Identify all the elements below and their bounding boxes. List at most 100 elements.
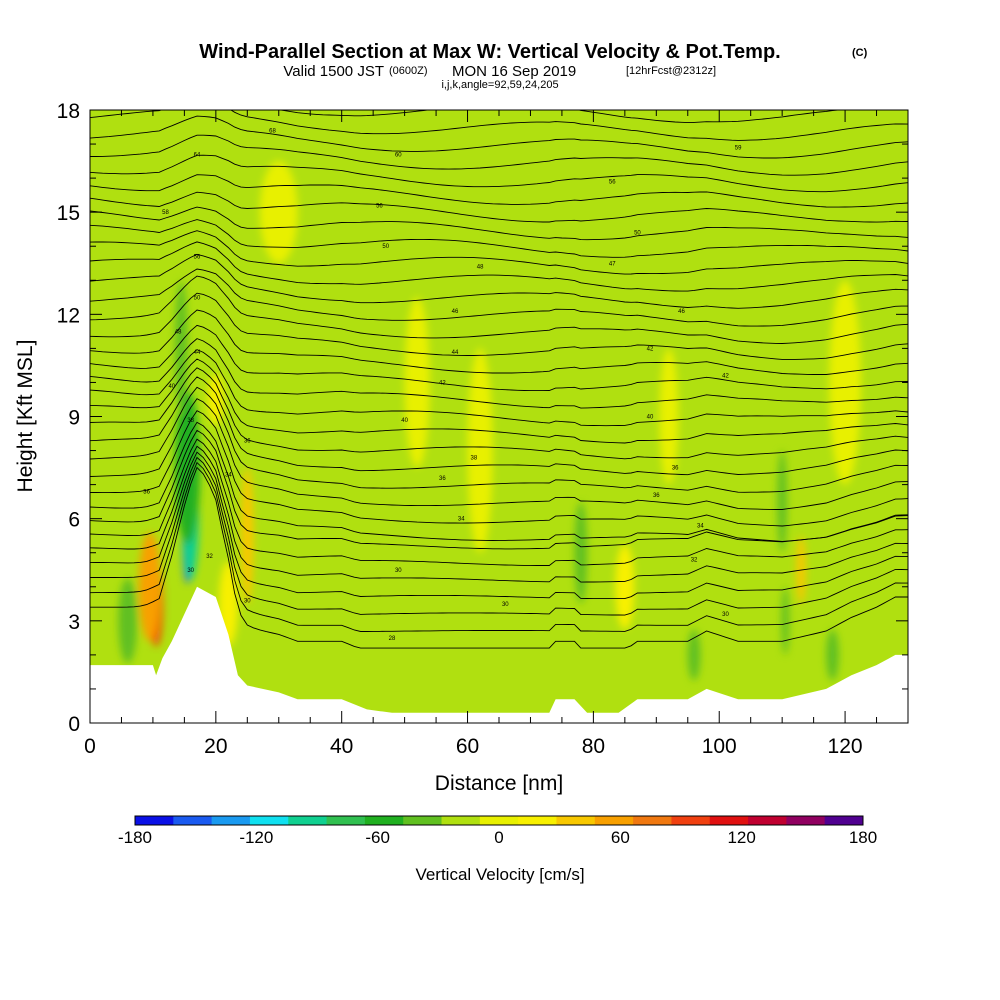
theta-contour-line [90,324,908,392]
theta-contour-line [90,292,908,360]
theta-contour-line [90,115,908,159]
theta-contour-line [90,230,908,275]
y-tick-label: 6 [68,509,80,532]
contour-label: 48 [477,265,484,271]
colorbar-tick-label: 0 [494,828,503,847]
contour-label: 56 [376,203,383,209]
x-tick-label: 60 [456,735,479,758]
colorbar-title: Vertical Velocity [cm/s] [415,865,584,884]
colorbar-swatch [748,816,787,825]
y-tick-label: 0 [68,713,80,736]
contour-label: 34 [697,523,704,529]
theta-contour-line [90,134,908,176]
velocity-cell [615,544,635,630]
subtitle-valid: Valid 1500 JST [283,63,384,80]
contour-label: 30 [395,568,402,574]
contour-label: 30 [244,598,251,604]
x-tick-label: 120 [828,735,863,758]
colorbar-swatch [518,816,557,825]
contour-label: 42 [647,346,654,352]
colorbar-swatch [364,816,404,825]
colorbar-swatch [173,816,213,825]
contour-label: 47 [609,261,616,267]
terrain [90,586,908,723]
x-tick-label: 100 [702,735,737,758]
theta-contour-line [90,253,908,309]
theta-contour-line [90,174,908,208]
velocity-cell [174,280,188,417]
colorbar-swatch [709,816,749,825]
velocity-cell [467,348,493,553]
velocity-cell [404,297,430,468]
theta-contour-line [277,110,843,124]
colorbar-swatch [403,816,443,825]
contour-label: 34 [458,517,465,523]
colorbar-swatch [135,816,174,825]
contour-label: 56 [609,180,616,186]
contour-label: 40 [168,384,175,390]
velocity-cell [826,629,839,681]
theta-contour-line [90,338,908,409]
contour-label: 58 [162,210,169,216]
contour-label: 36 [653,493,660,499]
y-tick-label: 18 [57,100,80,123]
contour-label: 38 [187,418,194,424]
subtitle-fcst: [12hrFcst@2312z] [626,65,716,77]
colorbar-swatch [824,816,864,825]
x-tick-label: 0 [84,735,96,758]
contour-label: 60 [395,152,402,158]
colorbar-swatch [671,816,711,825]
subtitle-date: MON 16 Sep 2019 [452,63,576,80]
theta-contours [90,110,908,649]
theta-contour-line [90,275,908,344]
theta-contour-line [90,309,908,375]
chart-title-suffix: (C) [852,47,868,59]
colorbar-swatch [249,816,289,825]
contour-label: 32 [691,558,698,564]
theta-contour-line [90,398,908,510]
velocity-cell [659,348,679,485]
contour-label: 38 [470,455,477,461]
colorbar-swatch [786,816,826,825]
velocity-cell [138,532,161,642]
theta-contour-line [90,367,908,460]
colorbar-frame [134,815,864,826]
theta-contour-line [90,206,908,241]
contour-label: 50 [194,295,201,301]
theta-contour-line [90,219,908,258]
theta-contour-line [90,268,908,327]
y-tick-label: 15 [57,202,80,225]
subtitle-indices: i,j,k,angle=92,59,24,205 [441,79,558,91]
theta-contour-line [90,241,908,292]
colorbar-swatch [211,816,251,825]
colorbar-tick-label: 60 [611,828,630,847]
y-tick-label: 9 [68,407,80,430]
velocity-cell [829,280,861,485]
colorbar-swatch [288,816,328,825]
theta-contour-line [90,386,908,493]
velocity-cell [574,501,588,604]
contour-label: 50 [634,231,641,237]
contour-label: 48 [175,329,182,335]
velocity-cell [777,450,787,553]
contour-label: 68 [269,128,276,134]
theta-contour-line [90,429,908,550]
contour-label: 36 [439,476,446,482]
theta-contour-line [90,154,908,193]
velocity-cell [118,578,138,664]
colorbar [134,815,864,826]
axis-ticks [89,109,909,724]
contour-labels: 68 64 60 59 58 56 56 50 56 50 48 47 50 46 46 48 44 44 42 40… [143,128,742,642]
contour-label: 28 [389,636,396,642]
colorbar-tick-label: -60 [365,828,390,847]
theta-contour-line [90,438,908,566]
x-tick-label: 80 [582,735,605,758]
contour-label: 42 [439,380,446,386]
x-tick-label: 20 [204,735,227,758]
velocity-cell [241,467,254,604]
colorbar-tick-label: -180 [118,828,152,847]
theta-contour-line [90,349,908,427]
theta-contour-line [90,410,908,527]
